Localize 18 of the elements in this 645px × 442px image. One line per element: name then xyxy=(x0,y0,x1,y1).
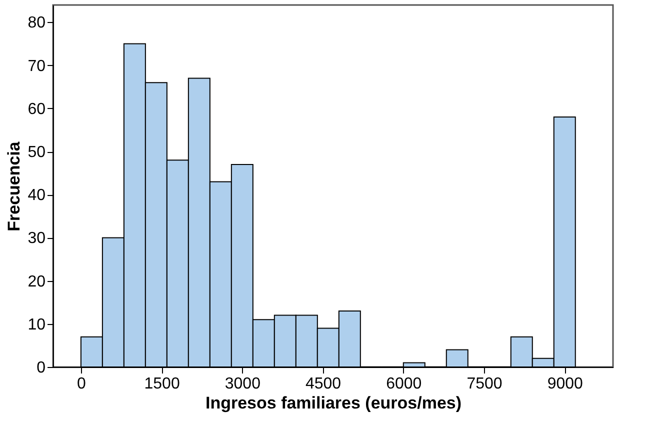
y-tick-label: 80 xyxy=(28,14,46,32)
x-tick-label: 7500 xyxy=(466,376,502,392)
x-tick-label: 0 xyxy=(76,376,86,392)
y-tick-label: 40 xyxy=(28,187,46,204)
y-tick-label: 0 xyxy=(36,360,46,376)
y-tick-label: 50 xyxy=(28,144,46,162)
x-axis-title: Ingresos familiares (euros/mes) xyxy=(205,394,462,412)
y-tick-label: 30 xyxy=(28,230,46,248)
y-axis-title: Frecuencia xyxy=(4,141,24,232)
y-tick-label: 10 xyxy=(28,316,46,334)
y-tick-label: 20 xyxy=(28,273,46,290)
x-tick-label: 1500 xyxy=(144,376,180,392)
x-tick-label: 6000 xyxy=(386,376,422,392)
x-tick-label: 4500 xyxy=(305,376,342,392)
y-tick-label: 70 xyxy=(28,58,46,75)
x-tick-label: 9000 xyxy=(547,376,584,392)
y-tick-label: 60 xyxy=(28,100,46,118)
x-tick-label: 3000 xyxy=(224,376,261,392)
